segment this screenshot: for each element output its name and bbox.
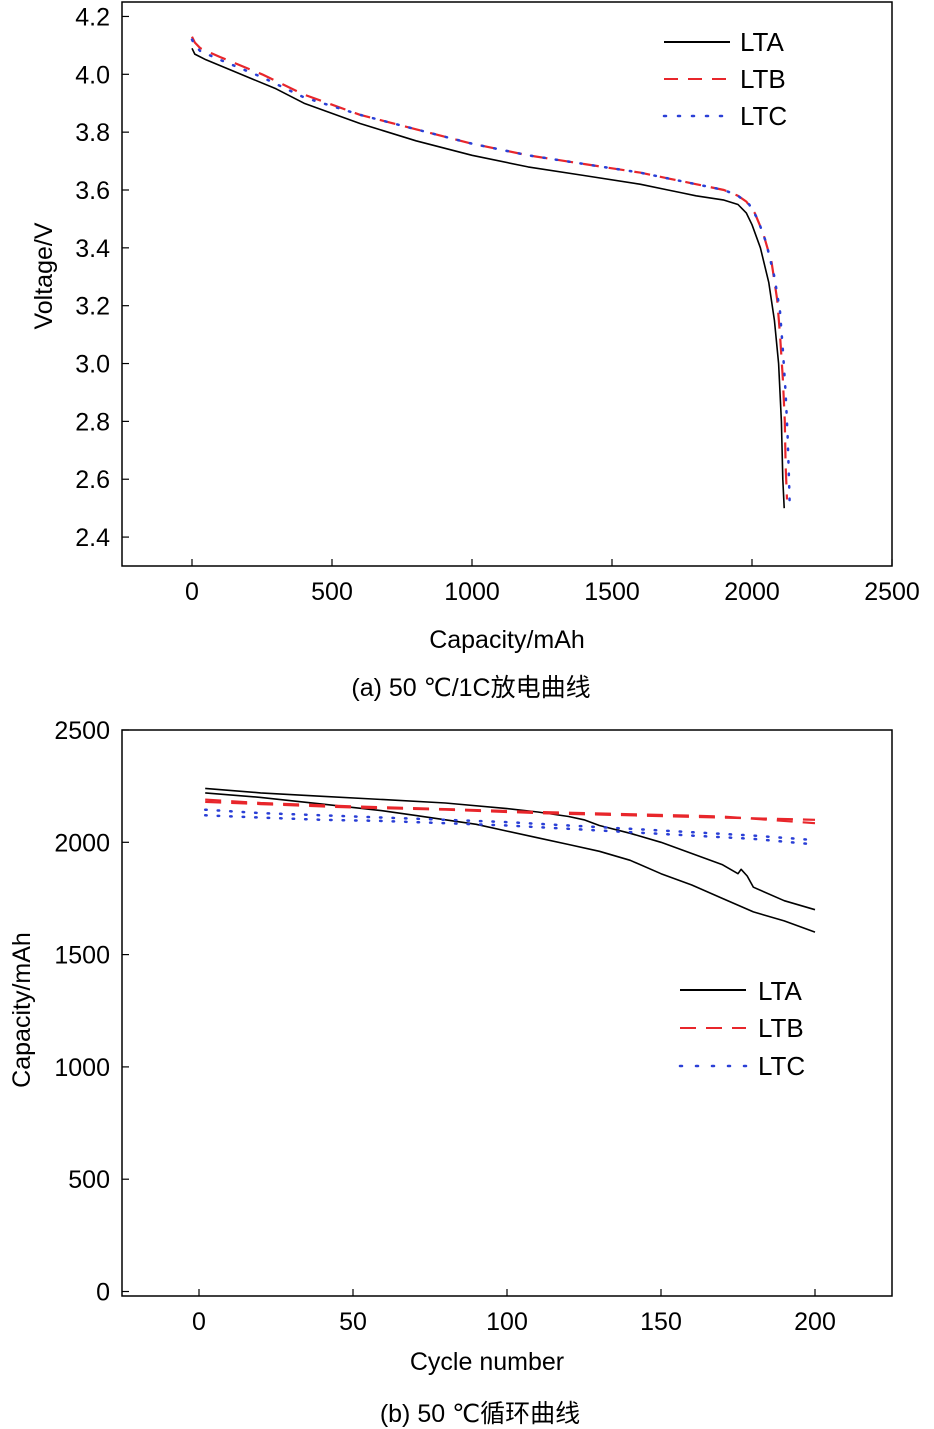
chart-a-legend: LTA LTB LTC — [662, 27, 787, 131]
chart-a-series-lta — [191, 47, 785, 509]
chart-a-caption: (a) 50 ℃/1C放电曲线 — [351, 674, 590, 702]
chart-a-xtick-label: 1000 — [444, 578, 500, 606]
chart-b-xlabel: Cycle number — [410, 1348, 564, 1376]
chart-a-ytick-label: 3.8 — [75, 119, 110, 147]
chart-b-series-ltc — [203, 808, 817, 842]
chart-a-xtick-label: 1500 — [584, 578, 640, 606]
chart-b-series — [203, 787, 817, 933]
chart-a-ytick-label: 3.6 — [75, 177, 110, 205]
chart-a-ytick-label: 4.2 — [75, 3, 110, 31]
chart-b-ytick-label: 1500 — [54, 942, 110, 970]
chart-b-series-ltc — [203, 814, 817, 846]
chart-a-ytick-label: 2.6 — [75, 466, 110, 494]
chart-a-ylabel: Voltage/V — [30, 222, 58, 329]
chart-b-ytick-label: 0 — [96, 1279, 110, 1307]
chart-a-ytick-label: 3.2 — [75, 293, 110, 321]
chart-b-xtick-label: 150 — [640, 1308, 682, 1336]
legend-b-lta-label: LTA — [758, 976, 802, 1006]
chart-b-ytick-label: 1000 — [54, 1054, 110, 1082]
legend-a-ltb-label: LTB — [740, 64, 786, 94]
legend-a-lta-label: LTA — [740, 27, 784, 57]
chart-a-ytick-label: 2.8 — [75, 408, 110, 436]
chart-a-ticks: 0 500 1000 1500 2000 2500 2.4 2.6 2.8 3.0 3.2 3.4 3.… — [75, 3, 920, 606]
chart-a-ytick-label: 3.0 — [75, 351, 110, 379]
chart-b-xtick-label: 50 — [339, 1308, 367, 1336]
chart-b-ytick-label: 2000 — [54, 829, 110, 857]
chart-b-ytick-label: 500 — [68, 1166, 110, 1194]
chart-b-series-lta — [205, 787, 816, 911]
chart-b-ylabel: Capacity/mAh — [8, 932, 36, 1088]
chart-a-series-ltc — [190, 38, 792, 510]
chart-a-series-ltb — [191, 36, 789, 500]
chart-a-xtick-label: 0 — [185, 578, 199, 606]
chart-a-xtick-label: 500 — [311, 578, 353, 606]
chart-b-caption: (b) 50 ℃循环曲线 — [380, 1400, 580, 1428]
chart-a-xtick-label: 2500 — [864, 578, 920, 606]
chart-b-xtick-label: 0 — [192, 1308, 206, 1336]
legend-a-ltc-label: LTC — [740, 101, 787, 131]
chart-a-plot-frame — [121, 1, 893, 567]
chart-b-xtick-label: 100 — [486, 1308, 528, 1336]
chart-b-series-ltb — [205, 798, 816, 825]
chart-b-ytick-label: 2500 — [54, 717, 110, 745]
chart-a: 0 500 1000 1500 2000 2500 2.4 2.6 2.8 3.0 3.2 3.4 3.… — [30, 1, 920, 702]
chart-a-series — [190, 36, 792, 510]
chart-a-xtick-label: 2000 — [724, 578, 780, 606]
chart-a-ytick-label: 2.4 — [75, 524, 110, 552]
chart-b-series-lta — [205, 792, 816, 933]
chart-a-ytick-label: 4.0 — [75, 61, 110, 89]
chart-b-legend: LTA LTB LTC — [678, 976, 805, 1081]
chart-a-xlabel: Capacity/mAh — [429, 626, 585, 654]
legend-b-ltb-label: LTB — [758, 1013, 804, 1043]
chart-b-xtick-label: 200 — [794, 1308, 836, 1336]
legend-b-ltc-label: LTC — [758, 1051, 805, 1081]
chart-a-ytick-label: 3.4 — [75, 235, 110, 263]
